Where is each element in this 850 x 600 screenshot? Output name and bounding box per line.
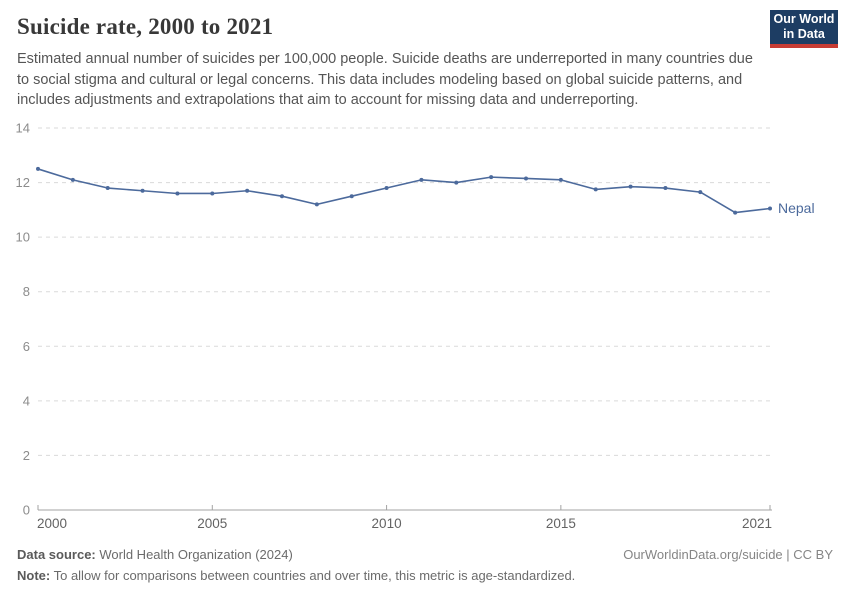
- y-tick-label: 0: [23, 503, 30, 518]
- logo-line1: Our World: [773, 12, 835, 26]
- y-tick-label: 2: [23, 448, 30, 463]
- line-chart[interactable]: 0 2 4 6 8 10 12 14 2000 2005 2010 2015 2021 Nepal: [0, 110, 850, 542]
- footnote: Note: To allow for comparisons between c…: [17, 568, 833, 583]
- data-point[interactable]: [349, 194, 354, 199]
- chart-header: Suicide rate, 2000 to 2021 Our World in …: [0, 0, 850, 110]
- data-point[interactable]: [280, 194, 284, 199]
- data-point[interactable]: [70, 177, 75, 182]
- x-tick-label: 2010: [372, 516, 402, 531]
- y-tick-label: 6: [23, 339, 30, 354]
- chart-subtitle: Estimated annual number of suicides per …: [17, 51, 753, 108]
- logo-line2: in Data: [783, 27, 825, 41]
- data-point[interactable]: [419, 177, 424, 182]
- chart-footer: Data source: World Health Organization (…: [0, 542, 850, 583]
- footnote-label: Note:: [17, 568, 51, 583]
- data-point[interactable]: [140, 188, 145, 193]
- data-point[interactable]: [454, 180, 459, 185]
- series-end-label[interactable]: Nepal: [778, 200, 815, 216]
- y-tick-label: 12: [16, 175, 30, 190]
- data-source-label: Data source:: [17, 547, 96, 562]
- data-point[interactable]: [524, 176, 528, 181]
- data-point[interactable]: [663, 186, 668, 191]
- footnote-value: To allow for comparisons between countri…: [50, 568, 576, 583]
- x-tick-label: 2000: [37, 516, 67, 531]
- data-source: Data source: World Health Organization (…: [17, 547, 293, 562]
- data-point[interactable]: [36, 166, 40, 171]
- data-point[interactable]: [558, 177, 563, 182]
- y-tick-label: 8: [23, 284, 30, 299]
- y-tick-label: 10: [16, 230, 30, 245]
- x-tick-label: 2021: [742, 516, 772, 531]
- data-point[interactable]: [105, 186, 110, 191]
- data-point[interactable]: [628, 184, 633, 189]
- page-title: Suicide rate, 2000 to 2021: [17, 14, 274, 39]
- data-point[interactable]: [245, 188, 250, 193]
- series-line-nepal[interactable]: [37, 168, 771, 214]
- data-point[interactable]: [698, 190, 703, 195]
- owid-logo[interactable]: Our World in Data: [770, 10, 838, 48]
- data-point[interactable]: [593, 187, 598, 192]
- x-tick-label: 2005: [197, 516, 227, 531]
- data-point[interactable]: [733, 210, 738, 215]
- data-point[interactable]: [314, 202, 319, 207]
- data-point[interactable]: [768, 206, 772, 211]
- data-point[interactable]: [175, 191, 180, 196]
- data-point[interactable]: [489, 175, 494, 180]
- y-tick-label: 14: [16, 121, 30, 136]
- data-point[interactable]: [210, 191, 215, 196]
- data-source-value: World Health Organization (2024): [95, 547, 293, 562]
- attribution-link[interactable]: OurWorldinData.org/suicide | CC BY: [623, 547, 833, 562]
- y-tick-label: 4: [23, 393, 30, 408]
- data-point[interactable]: [384, 186, 389, 191]
- x-tick-label: 2015: [546, 516, 576, 531]
